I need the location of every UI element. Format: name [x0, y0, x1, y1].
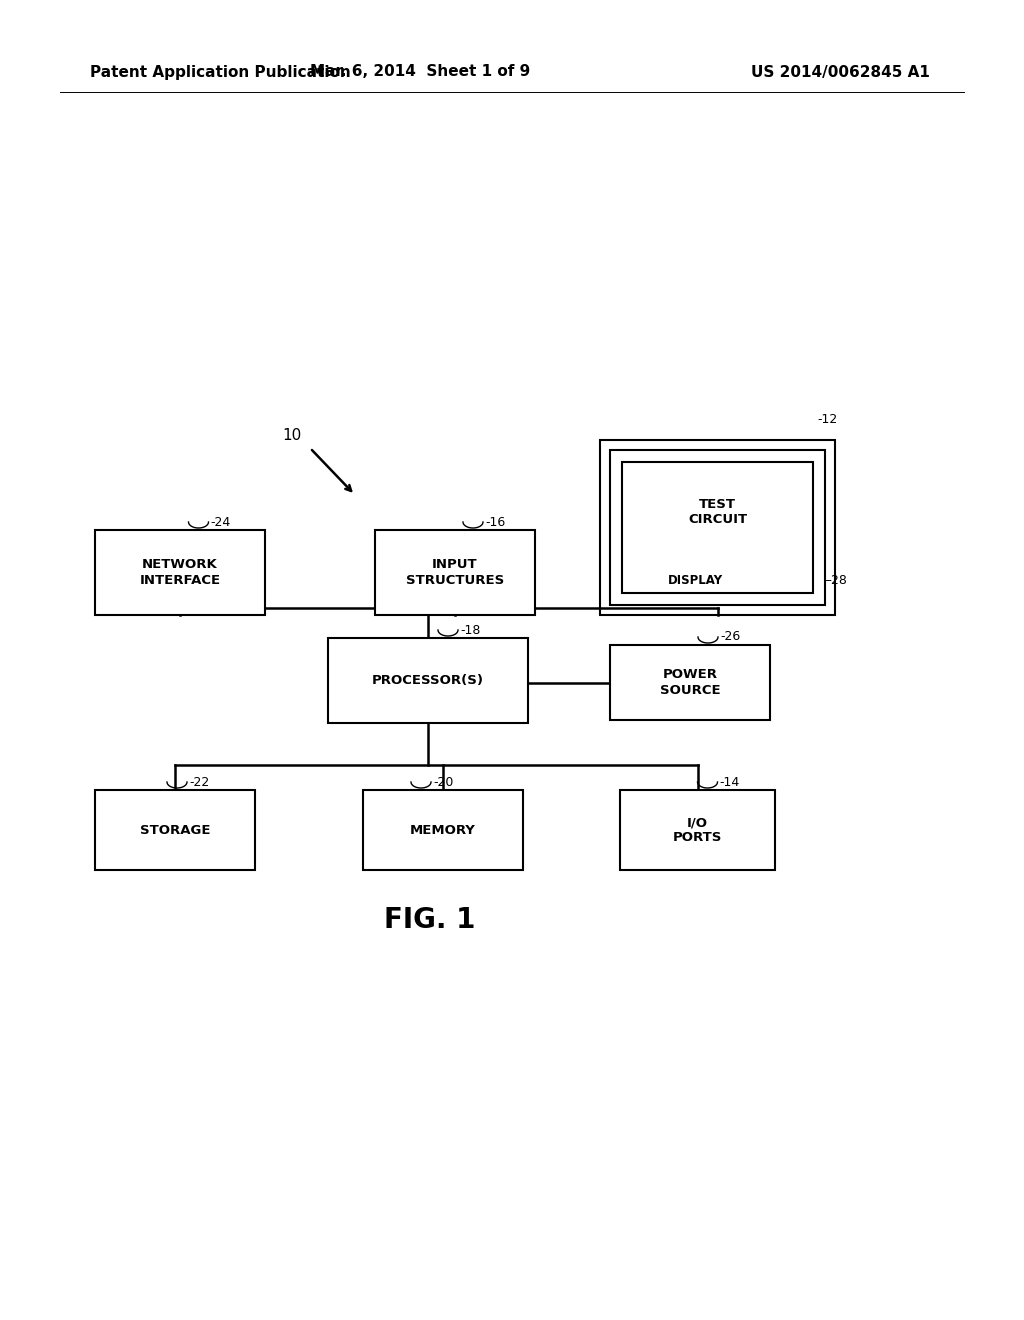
Text: PROCESSOR(S): PROCESSOR(S)	[372, 675, 484, 686]
Bar	[362, 789, 523, 870]
Text: Mar. 6, 2014  Sheet 1 of 9: Mar. 6, 2014 Sheet 1 of 9	[310, 65, 530, 79]
Text: Patent Application Publication: Patent Application Publication	[90, 65, 351, 79]
Text: -18: -18	[460, 623, 480, 636]
Text: INPUT
STRUCTURES: INPUT STRUCTURES	[406, 558, 504, 586]
Text: STORAGE: STORAGE	[139, 824, 210, 837]
Text: 10: 10	[283, 428, 302, 444]
Text: -20: -20	[433, 776, 454, 788]
Text: DISPLAY: DISPLAY	[668, 574, 723, 587]
Bar	[95, 789, 255, 870]
Text: -16: -16	[485, 516, 505, 528]
Bar	[328, 638, 528, 723]
Text: US 2014/0062845 A1: US 2014/0062845 A1	[751, 65, 930, 79]
Text: TEST
CIRCUIT: TEST CIRCUIT	[688, 498, 748, 525]
Text: POWER
SOURCE: POWER SOURCE	[659, 668, 720, 697]
Text: -14: -14	[720, 776, 739, 788]
Text: I/O
PORTS: I/O PORTS	[673, 816, 722, 843]
Bar	[600, 440, 835, 615]
Text: -22: -22	[189, 776, 209, 788]
Bar	[95, 531, 265, 615]
Bar	[610, 450, 825, 605]
Text: NETWORK
INTERFACE: NETWORK INTERFACE	[139, 558, 220, 586]
Text: MEMORY: MEMORY	[410, 824, 476, 837]
Text: -24: -24	[211, 516, 230, 528]
Bar	[622, 462, 813, 593]
Bar	[375, 531, 535, 615]
Bar	[610, 645, 770, 719]
Text: -26: -26	[720, 631, 740, 644]
Text: -12: -12	[817, 413, 838, 426]
Text: FIG. 1: FIG. 1	[384, 906, 476, 935]
Text: ‒28: ‒28	[823, 574, 847, 587]
Bar	[620, 789, 775, 870]
